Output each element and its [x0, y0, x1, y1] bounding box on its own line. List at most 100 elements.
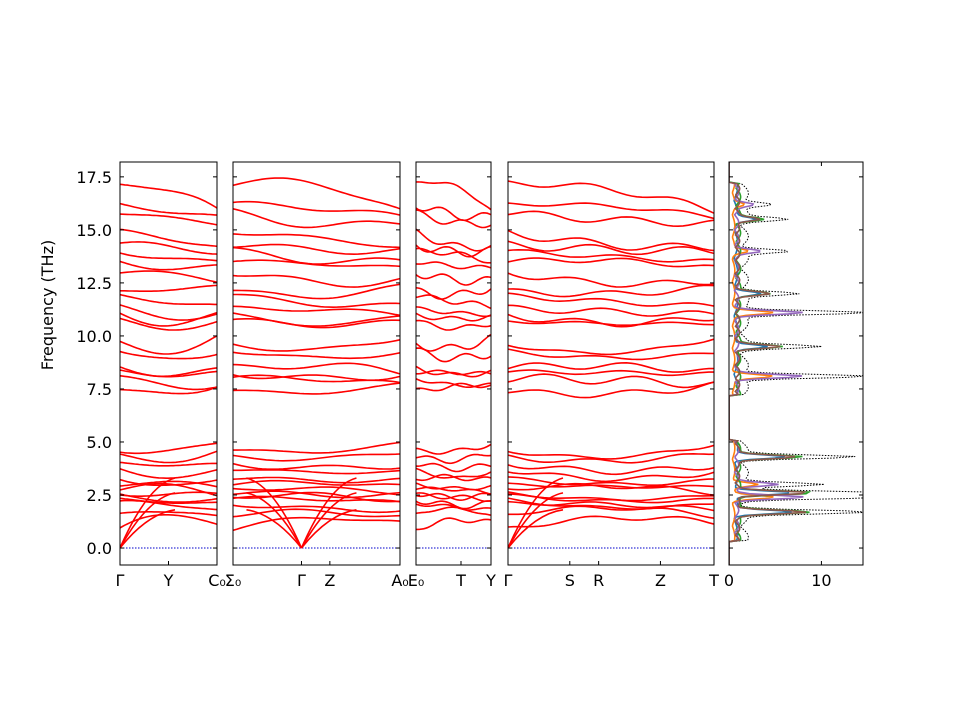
y-tick-label: 0.0	[87, 539, 112, 558]
band-line	[120, 183, 217, 209]
band-line	[416, 492, 491, 502]
band-line	[233, 476, 400, 484]
band-line	[508, 505, 714, 519]
band-line	[508, 464, 714, 476]
band-line	[416, 365, 491, 378]
acoustic-branch	[120, 477, 176, 549]
band-line	[508, 313, 714, 328]
partial-dos-line	[729, 162, 807, 565]
band-line	[233, 339, 400, 352]
band-line	[508, 373, 714, 389]
band-line	[508, 471, 714, 483]
band-line	[120, 375, 217, 391]
x-tick-label: Γ	[297, 571, 306, 590]
y-tick-label: 10.0	[76, 327, 112, 346]
band-line	[508, 320, 714, 326]
band-line	[233, 453, 400, 462]
band-line	[416, 319, 491, 331]
band-line	[233, 495, 400, 503]
y-axis-label: Frequency (THz)	[38, 240, 57, 370]
band-line	[416, 287, 491, 300]
band-line	[508, 482, 714, 496]
band-line	[120, 499, 217, 511]
band-line	[120, 468, 217, 479]
dos-panel: 0 10	[724, 161, 864, 590]
band-line	[233, 259, 400, 268]
x-tick-label: Y	[163, 571, 174, 590]
band-line	[233, 486, 400, 496]
band-line	[416, 517, 491, 531]
x-tick-label: T	[455, 571, 466, 590]
band-line	[120, 461, 217, 467]
band-line	[120, 213, 217, 226]
band-line	[120, 369, 217, 378]
band-line	[508, 348, 714, 361]
x-tick-label: Γ	[504, 571, 513, 590]
band-line	[120, 514, 217, 529]
acoustic-branch	[508, 477, 564, 549]
band-line	[233, 312, 400, 327]
band-line	[416, 347, 491, 363]
panel-frame	[232, 161, 401, 566]
x-tick-label: Γ	[116, 571, 125, 590]
acoustic-branch	[300, 509, 357, 549]
band-line	[416, 453, 491, 465]
x-tick-label: T	[708, 571, 719, 590]
band-line	[120, 350, 217, 360]
acoustic-branch	[300, 492, 357, 549]
band-line	[416, 503, 491, 511]
band-line	[508, 452, 714, 464]
x-tick-label: Σ₀	[225, 571, 242, 590]
band-line	[508, 444, 714, 460]
band-line	[508, 272, 714, 288]
band-line	[233, 479, 400, 486]
band-line	[416, 369, 491, 376]
band-line	[120, 241, 217, 255]
y-tick-label: 5.0	[87, 433, 112, 452]
band-line	[416, 209, 491, 229]
band-line	[416, 462, 491, 473]
band-line	[508, 515, 714, 528]
band-line	[120, 284, 217, 292]
band-line	[120, 270, 217, 284]
band-line	[508, 493, 714, 504]
band-line	[508, 369, 714, 377]
acoustic-branch	[120, 492, 176, 549]
band-line	[120, 260, 217, 271]
band-line	[508, 257, 714, 268]
band-line	[508, 202, 714, 220]
y-tick-label: 2.5	[87, 486, 112, 505]
band-line	[233, 504, 400, 514]
band-panel-1: Γ Y C₀	[116, 161, 226, 590]
band-line	[508, 240, 714, 256]
band-line	[416, 261, 491, 270]
band-line	[416, 312, 491, 322]
panel-frame	[415, 161, 492, 566]
x-tick-label: E₀	[408, 571, 425, 590]
band-line	[120, 317, 217, 331]
x-tick-label: C₀	[208, 571, 226, 590]
band-line	[233, 508, 400, 518]
band-line	[233, 441, 400, 454]
band-line	[416, 247, 491, 264]
band-line	[508, 248, 714, 263]
band-line	[508, 361, 714, 373]
band-line	[120, 386, 217, 395]
band-line	[233, 318, 400, 329]
acoustic-branch	[508, 492, 564, 549]
band-line	[416, 333, 491, 352]
band-line	[120, 493, 217, 503]
band-line	[233, 243, 400, 256]
band-line	[508, 500, 714, 512]
band-line	[508, 292, 714, 307]
y-tick-label: 12.5	[76, 274, 112, 293]
band-line	[416, 181, 491, 211]
band-line	[416, 273, 491, 286]
band-line	[120, 228, 217, 248]
y-tick-label: 7.5	[87, 380, 112, 399]
band-line	[233, 233, 400, 249]
y-tick-label: 15.0	[76, 221, 112, 240]
